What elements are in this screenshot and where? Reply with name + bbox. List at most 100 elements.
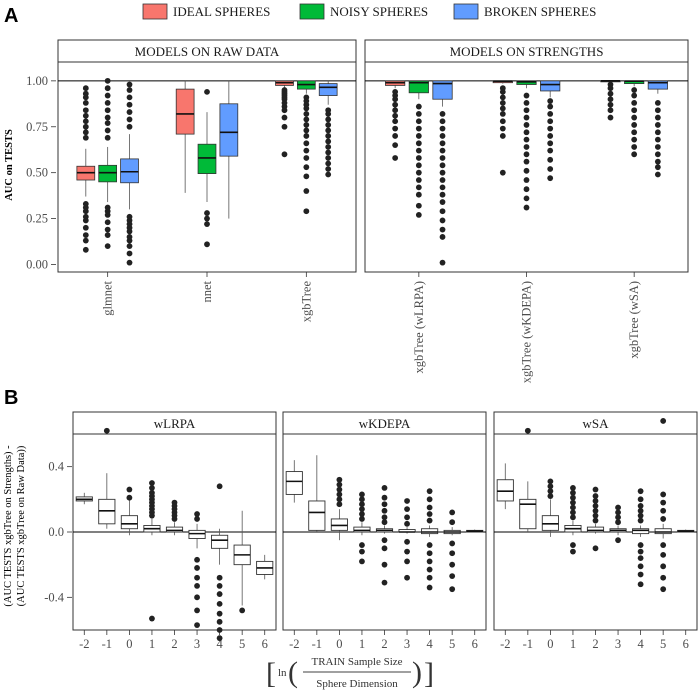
outlier-point: [82, 123, 89, 130]
outlier-point: [381, 561, 388, 568]
legend-label-ideal: IDEAL SPHERES: [173, 4, 270, 19]
y-tick-label: 0.50: [26, 166, 48, 180]
outlier-point: [392, 125, 399, 132]
outlier-point: [303, 164, 310, 171]
outlier-point: [303, 122, 310, 128]
x-tick-label: 0: [336, 637, 342, 651]
chart-b-ylabel-line2: (AUC TESTS xgbTree on Raw Data)): [16, 445, 27, 606]
outlier-point: [439, 208, 446, 215]
outlier-point: [126, 494, 133, 501]
outlier-point: [439, 191, 446, 198]
outlier-point: [523, 114, 530, 121]
outlier-point: [547, 98, 554, 104]
outlier-point: [439, 234, 446, 240]
outlier-point: [449, 509, 456, 516]
outlier-point: [194, 574, 200, 581]
legend: IDEAL SPHERES NOISY SPHERES BROKEN SPHER…: [142, 3, 596, 20]
outlier-point: [82, 90, 89, 97]
outlier-point: [303, 133, 310, 139]
outlier-point: [359, 542, 365, 548]
outlier-point: [392, 142, 399, 149]
outlier-point: [82, 213, 89, 220]
x-tick-label: 6: [683, 637, 689, 651]
outlier-point: [392, 155, 399, 161]
outlier-point: [523, 136, 530, 143]
outlier-point: [126, 94, 133, 101]
box-ideal-spheres: [175, 88, 195, 135]
outlier-point: [303, 208, 310, 215]
outlier-point: [194, 516, 200, 522]
outlier-point: [654, 129, 661, 136]
y-tick-label: 0.0: [48, 525, 64, 539]
outlier-point: [547, 166, 554, 172]
outlier-point: [660, 542, 667, 548]
outlier-point: [381, 507, 388, 514]
outlier-point: [325, 107, 332, 114]
outlier-point: [303, 94, 310, 101]
outlier-point: [204, 215, 210, 222]
x-tick-label: xgbTree (wSA): [627, 281, 641, 359]
outlier-point: [149, 485, 155, 491]
outlier-point: [359, 548, 365, 555]
x-tick-label: 4: [216, 637, 223, 651]
outlier-point: [631, 87, 638, 93]
outlier-point: [449, 573, 456, 579]
outlier-point: [607, 101, 614, 108]
x-tick-label: -2: [500, 637, 510, 651]
outlier-point: [439, 217, 446, 224]
box: [308, 500, 326, 531]
outlier-point: [654, 171, 661, 178]
outlier-point: [615, 514, 621, 521]
outlier-point: [216, 591, 223, 597]
x-tick-label: 4: [426, 637, 433, 651]
outlier-point: [415, 162, 422, 169]
x-tick-label: 4: [637, 637, 644, 651]
chart-b-ylabel-line1: (AUC TESTS xgbTree on Strengths) -: [3, 445, 14, 607]
outlier-point: [547, 175, 554, 182]
panel-label-a: A: [4, 5, 18, 27]
outlier-point: [216, 610, 223, 617]
outlier-point: [523, 151, 530, 158]
outlier-point: [303, 147, 310, 154]
box-broken-spheres: [219, 103, 239, 157]
outlier-point: [615, 519, 621, 526]
outlier-point: [499, 118, 506, 125]
outlier-point: [523, 144, 530, 150]
outlier-point: [499, 125, 506, 132]
outlier-point: [654, 122, 661, 128]
xlabel-bracket-right: ]: [424, 657, 434, 690]
outlier-point: [325, 138, 332, 145]
outlier-point: [336, 501, 343, 508]
outlier-point: [404, 558, 410, 565]
outlier-point: [499, 105, 506, 112]
outlier-point: [547, 493, 554, 499]
box-broken-spheres: [120, 158, 139, 184]
outlier-point: [194, 622, 200, 628]
outlier-point: [439, 199, 446, 205]
outlier-point: [426, 558, 433, 565]
outlier-point: [631, 136, 638, 143]
outlier-point: [104, 92, 111, 99]
outlier-point: [439, 259, 446, 266]
outlier-point: [547, 140, 554, 147]
outlier-point: [415, 202, 422, 209]
outlier-point: [415, 155, 422, 161]
outlier-point: [547, 118, 554, 125]
box-broken-spheres: [318, 83, 338, 96]
outlier-point: [631, 144, 638, 150]
outlier-point: [126, 234, 133, 240]
outlier-point: [499, 99, 506, 106]
outlier-point: [303, 127, 310, 134]
y-tick-label: 0.4: [48, 460, 64, 474]
outlier-point: [359, 501, 365, 508]
outlier-point: [82, 85, 89, 92]
outlier-point: [336, 476, 343, 483]
outlier-point: [126, 116, 133, 123]
box: [353, 526, 371, 533]
x-tick-label: nnet: [200, 280, 214, 302]
outlier-point: [570, 485, 576, 491]
outlier-point: [547, 147, 554, 154]
outlier-point: [637, 581, 644, 588]
outlier-point: [216, 627, 223, 633]
x-tick-label: -1: [523, 637, 533, 651]
